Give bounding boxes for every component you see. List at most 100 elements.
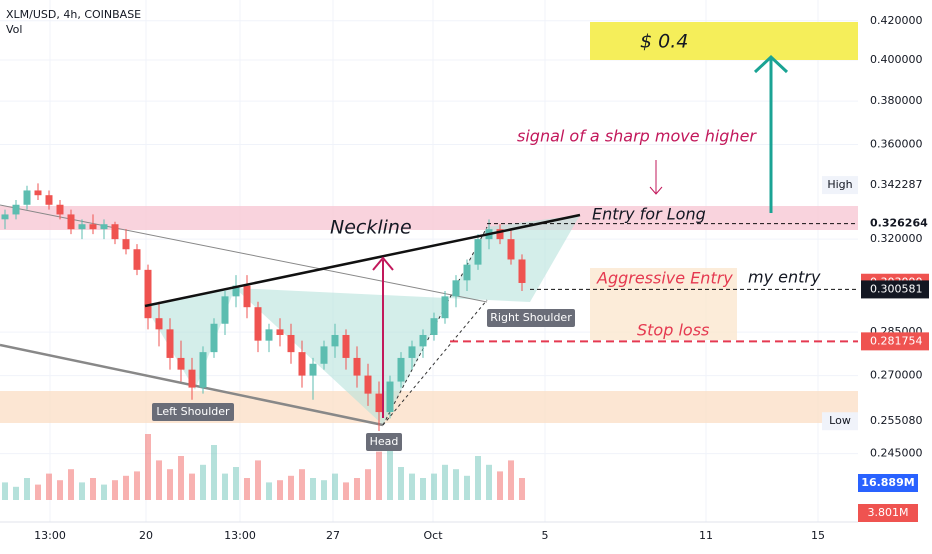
volume-bar [46, 473, 52, 500]
trend-line [0, 204, 488, 303]
candle-body [243, 285, 251, 308]
price-tag [861, 412, 929, 431]
volume-ma-tag [858, 474, 918, 492]
stop-loss-label: Stop loss [637, 321, 709, 340]
volume-bar [178, 456, 184, 500]
price-tag [861, 176, 929, 195]
volume-bar [299, 469, 305, 500]
volume-bar [222, 473, 228, 500]
volume-bar [13, 486, 19, 500]
price-tag-label: 0.326264 [870, 217, 928, 230]
y-tick-label: 0.320000 [870, 232, 923, 245]
volume-bar [266, 482, 272, 500]
volume-bar [519, 478, 525, 500]
volume-bar [354, 478, 360, 500]
candle-body [133, 249, 141, 270]
candle-body [78, 224, 86, 230]
volume-bar [233, 467, 239, 500]
candle-body [67, 214, 75, 230]
arrow-head [649, 186, 663, 195]
candle-body [298, 352, 306, 376]
x-tick-label: 13:00 [34, 529, 66, 542]
candle-body [210, 323, 218, 353]
label-box [366, 433, 402, 451]
y-tick-label: 0.400000 [870, 53, 923, 66]
candle-body [45, 195, 53, 205]
candle-body [122, 239, 130, 250]
entry-box [590, 268, 737, 340]
my-entry-label: my entry [748, 268, 821, 287]
neckline [144, 213, 581, 308]
volume-bar [310, 478, 316, 500]
candle-body [463, 264, 471, 281]
candle-body [221, 296, 229, 324]
volume-bar [321, 480, 327, 500]
support-zone [0, 391, 858, 423]
volume-bar [189, 473, 195, 500]
candle-body [419, 334, 427, 347]
price-tag-name: High [827, 178, 852, 191]
price-tag-label: 0.300581 [870, 282, 923, 295]
candle-body [452, 280, 460, 297]
price-tag-label: 0.255080 [870, 414, 923, 427]
signal-label: signal of a sharp move higher [517, 127, 757, 146]
volume-bar [409, 473, 415, 500]
volume-bar [431, 473, 437, 500]
volume-bar [343, 482, 349, 500]
candle-body [23, 190, 31, 205]
volume-bar [24, 478, 30, 500]
volume-bar [508, 460, 514, 500]
candle-body [199, 352, 207, 388]
y-tick-label: 0.360000 [870, 138, 923, 151]
volume-bar [134, 471, 140, 500]
x-tick-label: 5 [542, 529, 549, 542]
price-tag [861, 280, 929, 299]
aggressive-entry-label: Aggressive Entry [596, 269, 733, 288]
volume-bar [101, 484, 107, 500]
x-tick-label: 20 [139, 529, 153, 542]
head-label: Head [370, 435, 399, 448]
volume-bar [453, 469, 459, 500]
volume-title: Vol [6, 23, 22, 36]
volume-bar [2, 482, 8, 500]
candle-body [155, 318, 163, 330]
candle-body [144, 269, 152, 319]
volume-bar [442, 464, 448, 500]
volume-bar [288, 475, 294, 500]
volume-bar [365, 469, 371, 500]
candle-body [12, 204, 20, 215]
y-tick-label: 0.380000 [870, 94, 923, 107]
arrow-head [372, 256, 394, 271]
candle-body [320, 346, 328, 364]
volume-bar [68, 469, 74, 500]
volume-bar [112, 480, 118, 500]
volume-bar [145, 434, 151, 500]
volume-bar [420, 478, 426, 500]
candle-body [177, 357, 185, 370]
candle-body [342, 334, 350, 358]
volume-bar [211, 445, 217, 500]
price-tag-label: 0.342287 [870, 178, 923, 191]
neckline-label: Neckline [330, 217, 412, 239]
candles [1, 183, 526, 500]
x-tick-label: 27 [326, 529, 340, 542]
candle-body [287, 334, 295, 353]
volume-bar [123, 475, 129, 500]
volume-bar [90, 478, 96, 500]
volume-bar [332, 473, 338, 500]
volume-bar [167, 469, 173, 500]
dashed-line [382, 226, 488, 426]
candle-body [353, 357, 361, 376]
volume-bar [35, 484, 41, 500]
volume-bar [57, 480, 63, 500]
candle-body [507, 239, 515, 260]
candle-body [408, 346, 416, 358]
entry-long-label: Entry for Long [592, 205, 706, 224]
left-shoulder-label: Left Shoulder [156, 405, 230, 418]
candle-body [34, 190, 42, 196]
candle-body [364, 375, 372, 394]
volume-bar [497, 471, 503, 500]
volume-bar [200, 464, 206, 500]
candle-body [375, 393, 383, 413]
